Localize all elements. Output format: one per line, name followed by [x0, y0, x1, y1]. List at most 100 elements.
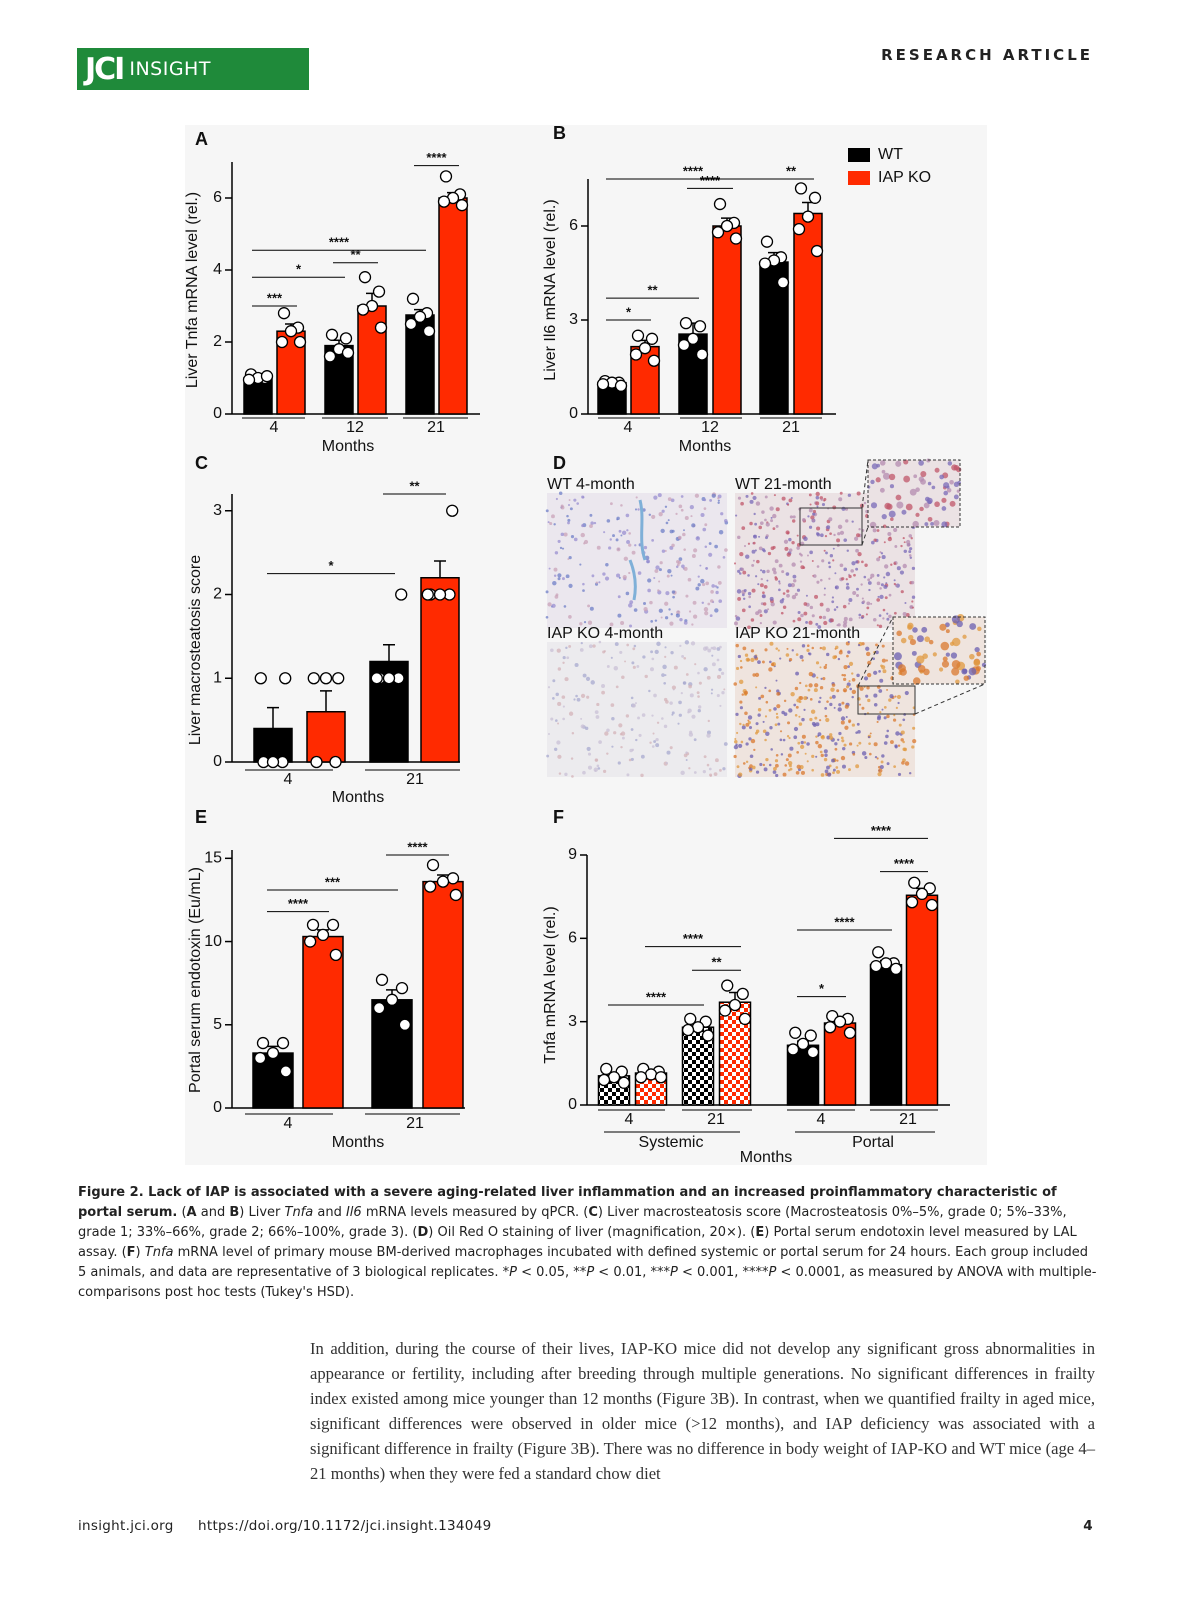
stain-dot: [799, 560, 803, 563]
caption-run: ) Liver: [239, 1205, 285, 1220]
stain-dot: [744, 690, 748, 695]
data-point: [253, 1051, 267, 1065]
stain-dot: [924, 636, 931, 643]
stain-dot: [568, 644, 572, 648]
stain-dot: [759, 583, 764, 588]
data-point: [341, 346, 355, 359]
data-point: [254, 672, 267, 685]
stain-dot: [633, 644, 637, 648]
stain-dot: [831, 694, 836, 699]
stain-dot: [758, 525, 763, 530]
stain-dot: [698, 681, 702, 685]
stain-dot: [861, 597, 864, 600]
stain-dot: [826, 765, 830, 770]
stain-dot: [658, 608, 663, 613]
stain-dot: [742, 646, 747, 651]
stain-dot: [812, 512, 816, 516]
stain-dot: [708, 767, 712, 771]
stain-dot: [963, 675, 969, 681]
stain-dot: [718, 667, 722, 672]
y-tick-label: 15: [204, 850, 222, 867]
stain-dot: [754, 672, 760, 678]
stain-dot: [620, 745, 623, 749]
stain-dot: [792, 515, 796, 519]
stain-dot: [664, 616, 669, 620]
stain-dot: [648, 513, 652, 517]
stain-dot: [943, 490, 949, 496]
stain-dot: [878, 689, 883, 693]
stain-dot: [850, 569, 854, 573]
stain-dot: [888, 473, 896, 481]
stain-dot: [906, 542, 911, 547]
stain-dot: [788, 657, 793, 662]
stain-dot: [782, 772, 787, 777]
stain-dot: [743, 545, 747, 548]
significance-label: *: [296, 262, 302, 277]
stain-dot: [656, 641, 661, 647]
stain-dot: [735, 743, 738, 746]
stain-dot: [793, 579, 797, 583]
stain-dot: [946, 485, 950, 489]
stain-dot: [609, 622, 614, 627]
bar: [302, 935, 344, 1109]
stain-dot: [858, 616, 861, 619]
stain-dot: [749, 521, 753, 526]
stain-dot: [736, 589, 742, 594]
stain-dot: [652, 732, 655, 735]
stain-dot: [688, 610, 692, 613]
stain-dot: [909, 605, 913, 609]
stain-dot: [698, 705, 702, 709]
stain-dot: [879, 460, 886, 466]
stain-dot: [876, 529, 880, 532]
stain-dot: [761, 548, 765, 552]
stain-dot: [611, 745, 614, 748]
stain-dot: [736, 765, 740, 769]
stain-dot: [806, 760, 809, 763]
stain-dot: [678, 557, 683, 561]
stain-dot: [859, 686, 864, 691]
stain-dot: [620, 504, 623, 507]
stain-dot: [573, 698, 576, 701]
stain-dot: [594, 710, 599, 715]
stain-dot: [851, 689, 857, 695]
stain-dot: [796, 588, 801, 592]
stain-dot: [888, 698, 892, 702]
stain-dot: [691, 554, 696, 559]
stain-dot: [710, 692, 713, 695]
stain-dot: [882, 524, 887, 529]
stain-dot: [827, 561, 831, 565]
stain-dot: [792, 619, 796, 623]
stain-dot: [908, 554, 912, 557]
stain-dot: [956, 620, 963, 628]
stain-dot: [606, 519, 611, 523]
stain-dot: [741, 593, 745, 597]
stain-dot: [562, 705, 565, 708]
stain-dot: [616, 573, 621, 578]
data-point: [372, 1001, 386, 1015]
footer-doi: https://doi.org/10.1172/jci.insight.1340…: [198, 1518, 492, 1534]
stain-dot: [582, 496, 585, 499]
stain-dot: [724, 548, 728, 552]
stain-dot: [717, 501, 720, 504]
stain-dot: [688, 767, 691, 770]
stain-dot: [683, 548, 686, 551]
stain-dot: [684, 640, 690, 645]
stain-dot: [870, 602, 873, 605]
stain-dot: [580, 641, 583, 645]
stain-dot: [748, 595, 752, 599]
stain-dot: [837, 657, 841, 661]
stain-dot: [886, 729, 890, 733]
stain-dot: [774, 576, 778, 579]
stain-dot: [945, 629, 950, 634]
stain-dot: [829, 554, 834, 558]
stain-dot: [824, 714, 828, 718]
stain-dot: [685, 673, 689, 676]
stain-dot: [917, 664, 926, 673]
stain-dot: [752, 541, 756, 545]
stain-dot: [820, 753, 824, 758]
stain-dot: [885, 659, 888, 662]
stain-dot: [848, 574, 852, 579]
stain-dot: [884, 596, 888, 600]
stain-dot: [610, 502, 613, 506]
stain-dot: [706, 675, 711, 680]
